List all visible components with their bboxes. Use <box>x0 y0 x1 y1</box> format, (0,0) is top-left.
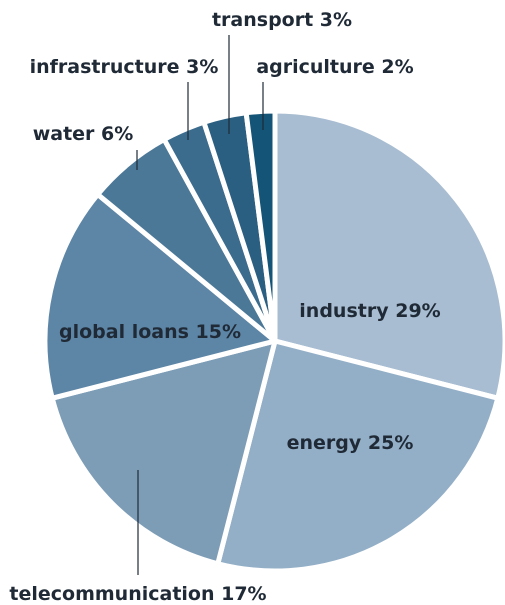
leader-lines <box>136 35 264 575</box>
label-infrastructure: infrastructure 3% <box>30 56 219 78</box>
label-global-loans: global loans 15% <box>59 321 241 343</box>
label-transport: transport 3% <box>212 9 352 31</box>
slice-global-loans <box>42 191 278 401</box>
label-industry: industry 29% <box>299 300 440 322</box>
pie-slices <box>42 108 505 574</box>
label-agriculture: agriculture 2% <box>256 56 413 78</box>
slice-agriculture <box>243 108 278 344</box>
label-energy: energy 25% <box>287 432 414 454</box>
slice-labels: industry 29% energy 25% telecommunicatio… <box>9 9 440 605</box>
label-telecommunication: telecommunication 17% <box>9 583 266 605</box>
slice-energy <box>215 338 501 574</box>
slice-telecommunication <box>49 338 278 567</box>
label-water: water 6% <box>33 123 134 145</box>
